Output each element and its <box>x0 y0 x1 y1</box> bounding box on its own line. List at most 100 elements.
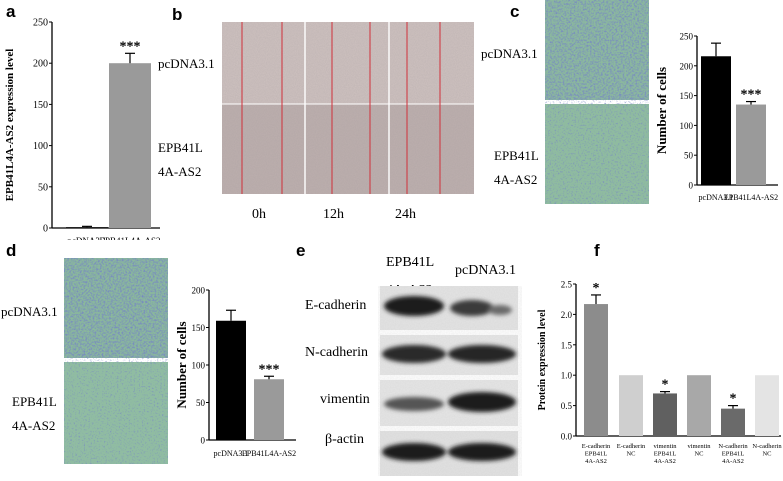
category-label-line: NC <box>694 451 703 458</box>
category-label-line: NC <box>626 451 635 458</box>
category-label: EPB41L4A-AS2 <box>724 193 778 202</box>
y-tick-label: 150 <box>680 91 694 101</box>
category-label: EPB41L4A-AS2 <box>99 236 160 240</box>
bar <box>619 375 643 436</box>
time-label-0h: 0h <box>252 207 266 222</box>
d-row-label-epb41l: EPB41L 4A-AS2 <box>12 394 57 433</box>
significance-label: *** <box>259 362 280 377</box>
category-label-line: 4A-AS2 <box>654 458 676 465</box>
significance-label: * <box>593 281 600 296</box>
category-label-line: vimentin <box>687 443 711 450</box>
category-label-line: E-cadherin <box>617 443 646 450</box>
category-label: pcDNA3.1 <box>214 449 249 458</box>
category-label: vimentin EPB41L 4A-AS2 <box>653 443 677 465</box>
y-axis-label: Protein expression level <box>537 309 548 410</box>
significance-label: *** <box>120 39 141 54</box>
category-label: EPB41L4A-AS2 <box>242 449 296 458</box>
category-label: pcDNA3.1 <box>67 236 106 240</box>
category-label: E-cadherin EPB41L 4A-AS2 <box>582 443 611 465</box>
y-tick-label: 50 <box>38 182 48 193</box>
y-tick-label: 2.0 <box>561 310 573 320</box>
c-row-label-epb41l: EPB41L 4A-AS2 <box>494 148 539 187</box>
chart-a: 0 50 100 150 200 250 EPB41L4A-AS2 expression l… <box>4 18 161 241</box>
bar <box>721 408 745 436</box>
y-tick-label: 100 <box>680 121 694 131</box>
category-label-line: NC <box>762 451 771 458</box>
category-label-line: E-cadherin <box>582 443 611 450</box>
western-blot-image <box>378 286 522 476</box>
y-tick-label: 0.5 <box>561 401 573 411</box>
western-blot-graphic <box>380 286 518 476</box>
y-tick-label: 1.5 <box>561 340 573 350</box>
panel-label-a: a <box>6 2 16 21</box>
significance-label: *** <box>741 88 762 103</box>
y-tick-label: 150 <box>33 100 48 111</box>
category-label-line: vimentin <box>653 443 677 450</box>
y-tick-label: 200 <box>680 61 694 71</box>
y-axis-label: Number of cells <box>654 67 669 154</box>
c-transwell-images <box>545 0 649 204</box>
panel-label-c: c <box>510 2 520 21</box>
e-protein-ncadherin: N-cadherin <box>305 345 368 360</box>
category-label: pcDNA3.1 <box>699 193 734 202</box>
significance-label: * <box>730 392 737 407</box>
y-tick-label: 50 <box>196 398 206 408</box>
y-tick-label: 200 <box>192 286 206 296</box>
category-label: N-cadherin NC <box>752 443 782 458</box>
y-tick-label: 0 <box>201 436 206 446</box>
category-label-line: EPB41L <box>585 451 607 458</box>
c-row-label-pcdna: pcDNA3.1 <box>481 46 538 61</box>
bar <box>701 56 731 185</box>
bar <box>755 375 779 436</box>
y-tick-label: 0 <box>689 181 694 191</box>
bar <box>109 63 151 229</box>
time-label-12h: 12h <box>323 207 344 222</box>
y-tick-label: 0.0 <box>561 432 573 442</box>
category-label: N-cadherin EPB41L 4A-AS2 <box>718 443 748 465</box>
chart-c: 0 50 100 150 200 250 Number of cells pcDNA3.1 **… <box>654 32 778 203</box>
y-axis-label: Number of cells <box>174 321 189 408</box>
category-label-line: pcDNA3.1 <box>214 449 249 458</box>
category-label: vimentin NC <box>687 443 711 458</box>
scratch-assay-graphic <box>222 22 474 194</box>
bar <box>687 375 711 436</box>
e-col-label-pcdna: pcDNA3.1 <box>455 263 517 278</box>
panel-label-d: d <box>6 241 17 260</box>
y-tick-label: 250 <box>33 18 48 29</box>
bar <box>736 104 766 185</box>
panel-label-e: e <box>296 241 306 260</box>
b-row-label-pcdna: pcDNA3.1 <box>158 56 215 71</box>
d-transwell-graphic <box>64 258 168 464</box>
category-label-line: N-cadherin <box>752 443 782 450</box>
bar <box>254 379 284 440</box>
category-label-line: EPB41L <box>722 451 744 458</box>
y-tick-label: 150 <box>192 323 206 333</box>
e-protein-ecadherin: E-cadherin <box>305 298 367 313</box>
y-tick-label: 50 <box>684 151 694 161</box>
chart-d: 0 50 100 150 200 Number of cells pcDNA3.1 *** EP… <box>174 286 296 459</box>
bar <box>216 320 246 440</box>
y-tick-label: 100 <box>33 141 48 152</box>
d-transwell-images <box>64 258 168 464</box>
category-label-line: EPB41L <box>654 451 676 458</box>
d-row-label-pcdna: pcDNA3.1 <box>1 304 58 319</box>
chart-f: 0.0 0.5 1.0 1.5 2.0 2.5 Protein expression lev… <box>537 280 782 466</box>
category-label-line: EPB41L4A-AS2 <box>724 193 778 202</box>
bar <box>653 393 677 436</box>
time-label-24h: 24h <box>395 207 416 222</box>
y-tick-label: 1.0 <box>561 371 573 381</box>
category-label-line: 4A-AS2 <box>585 458 607 465</box>
y-tick-label: 0 <box>43 224 48 235</box>
category-label-line: N-cadherin <box>718 443 748 450</box>
category-label-line: pcDNA3.1 <box>67 236 106 240</box>
y-tick-label: 2.5 <box>561 280 573 290</box>
category-label-line: EPB41L4A-AS2 <box>242 449 296 458</box>
y-tick-label: 200 <box>33 59 48 70</box>
panel-label-f: f <box>594 241 600 260</box>
significance-label: * <box>662 378 669 393</box>
panel-label-b: b <box>172 5 183 24</box>
bar <box>66 227 108 229</box>
y-tick-label: 100 <box>192 361 206 371</box>
e-protein-bactin: β-actin <box>325 432 364 447</box>
category-label: E-cadherin NC <box>617 443 646 458</box>
